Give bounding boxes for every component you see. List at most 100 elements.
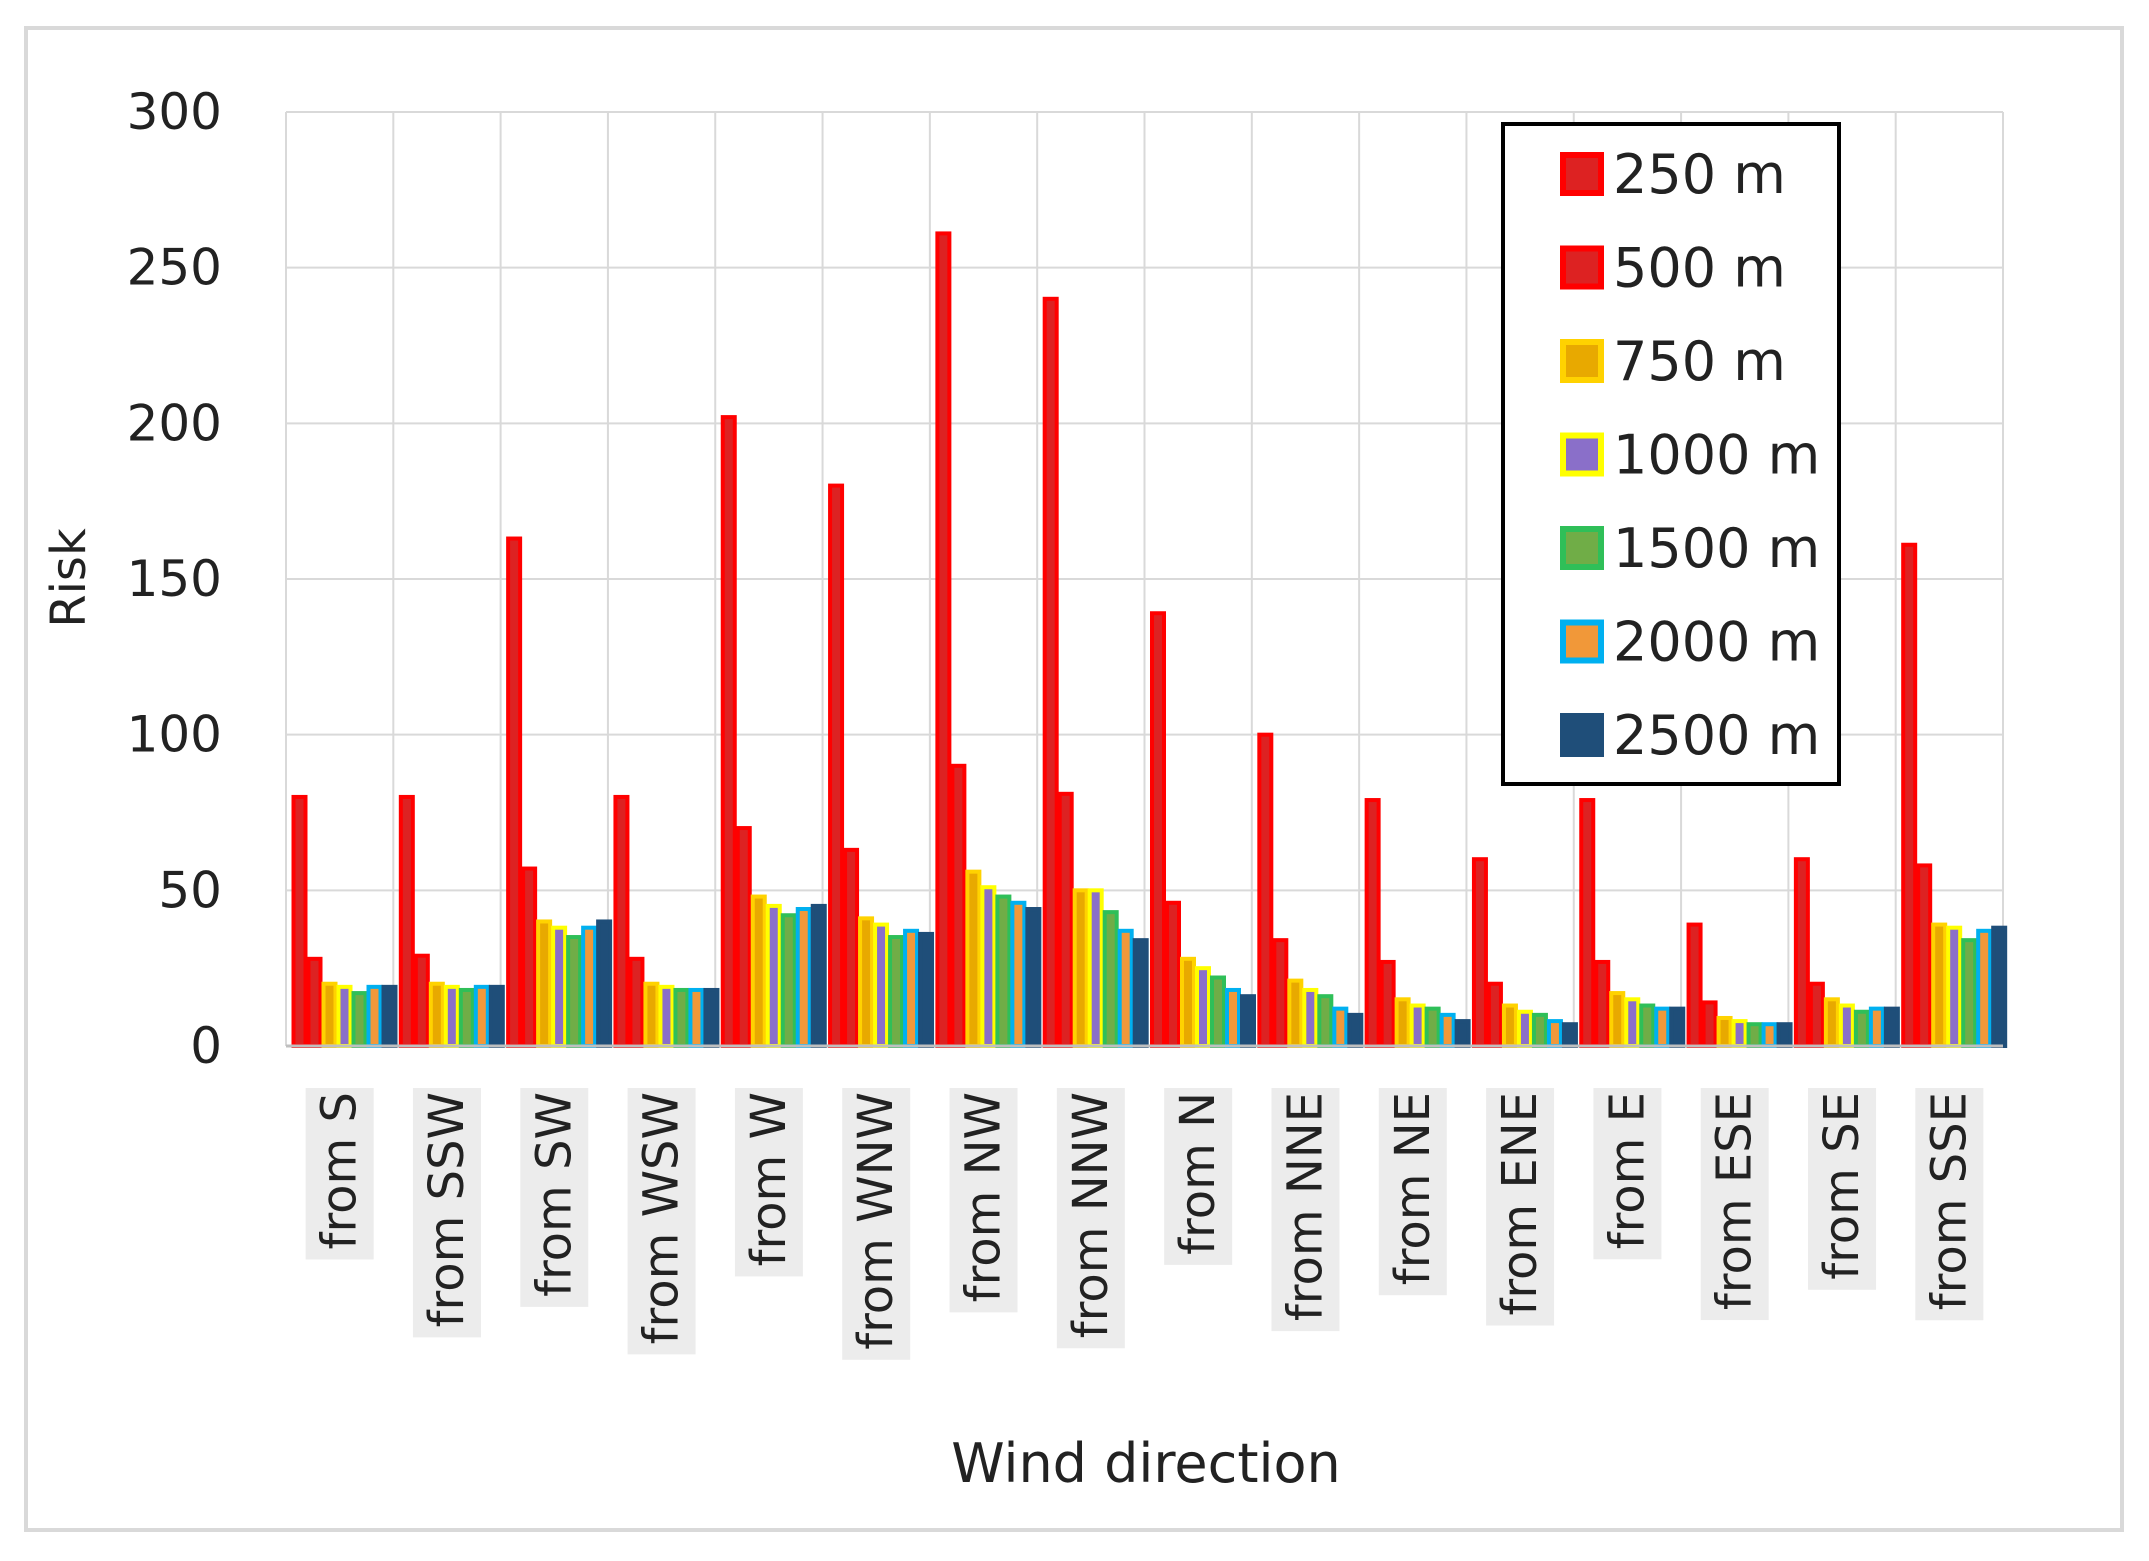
legend-label: 1000 m	[1613, 424, 1820, 487]
x-tick-label-background	[1915, 1088, 1984, 1321]
bar	[1701, 1000, 1718, 1048]
x-tick-label-background	[949, 1088, 1018, 1313]
bar	[1624, 997, 1641, 1048]
bar	[1808, 981, 1825, 1049]
bar	[1823, 997, 1840, 1048]
x-tick-label: from WNW	[848, 1092, 904, 1350]
x-tick-label-background	[1486, 1088, 1555, 1326]
bar	[1901, 542, 1918, 1049]
legend-label: 1500 m	[1613, 517, 1820, 580]
x-tick-label: from SE	[1814, 1092, 1870, 1280]
bar	[581, 925, 598, 1049]
bar	[688, 987, 705, 1049]
legend: 250 m 500 m 750 m 1000 m 1500 m 2000 m 2500 m	[1501, 122, 1841, 786]
bar	[596, 919, 613, 1049]
bar	[1531, 1012, 1548, 1048]
bar	[720, 415, 737, 1048]
bar	[1976, 928, 1993, 1048]
x-tick-label: from NW	[956, 1092, 1012, 1302]
x-tick-label-group: from ESE	[1700, 1088, 1769, 1321]
x-tick-label-background	[842, 1088, 911, 1360]
x-tick-label-group: from SE	[1808, 1088, 1877, 1290]
bar	[1486, 981, 1503, 1049]
bar	[1669, 1006, 1686, 1049]
bar	[428, 981, 445, 1049]
bar	[1057, 791, 1074, 1048]
x-tick-label: from NE	[1385, 1092, 1441, 1285]
bar	[291, 794, 308, 1049]
bar	[1931, 922, 1948, 1049]
bar	[473, 984, 490, 1049]
legend-swatch	[1560, 339, 1604, 383]
bar	[735, 826, 752, 1048]
x-tick-labels: from S from SSW from SW from WSW from W from …	[305, 1088, 1984, 1360]
bar	[1716, 1015, 1733, 1048]
bar	[810, 903, 827, 1049]
x-tick-label-group: from S	[305, 1088, 374, 1260]
x-tick-label: from E	[1599, 1092, 1655, 1249]
y-tick-label: 250	[127, 239, 222, 297]
bar	[1394, 997, 1411, 1048]
bar	[1961, 938, 1978, 1048]
bar	[1761, 1022, 1778, 1048]
bar	[1272, 938, 1289, 1048]
bar	[1946, 925, 1963, 1049]
x-tick-label-group: from W	[734, 1088, 803, 1277]
bar	[306, 956, 323, 1048]
x-tick-label: from N	[1170, 1092, 1226, 1255]
bar	[1868, 1006, 1885, 1049]
bar	[918, 931, 935, 1048]
bar	[1364, 798, 1381, 1049]
bar	[521, 866, 538, 1048]
bar	[1654, 1006, 1671, 1049]
bar	[1883, 1006, 1900, 1049]
bar	[536, 919, 553, 1049]
bar	[1991, 925, 2008, 1049]
x-tick-label-background	[1271, 1088, 1340, 1332]
bar	[413, 953, 430, 1048]
bar	[843, 847, 860, 1048]
x-axis-label: Wind direction	[951, 1432, 1341, 1495]
x-tick-label: from WSW	[634, 1092, 690, 1344]
x-tick-label-background	[627, 1088, 696, 1355]
bar	[1347, 1012, 1364, 1048]
legend-label: 750 m	[1613, 330, 1786, 393]
legend-label: 250 m	[1613, 143, 1786, 206]
x-tick-label-group: from E	[1593, 1088, 1662, 1260]
bar	[1257, 732, 1274, 1049]
bar	[366, 984, 383, 1049]
legend-label: 2500 m	[1613, 704, 1820, 767]
bar	[1042, 296, 1059, 1048]
x-tick-label: from ESE	[1707, 1092, 1763, 1310]
x-tick-label-background	[305, 1088, 374, 1260]
y-tick-label: 100	[127, 706, 222, 764]
x-tick-label: from W	[741, 1092, 797, 1266]
bar	[336, 984, 353, 1049]
bar	[828, 483, 845, 1049]
x-tick-label-background	[412, 1088, 481, 1338]
x-tick-label-background	[520, 1088, 589, 1307]
bar	[1150, 611, 1166, 1048]
bar	[1424, 1006, 1441, 1049]
y-axis-label: Risk	[41, 528, 97, 628]
x-tick-label-background	[734, 1088, 803, 1277]
x-tick-label-background	[1593, 1088, 1662, 1260]
legend-swatch	[1560, 245, 1604, 290]
bar	[903, 928, 920, 1048]
bar	[888, 935, 905, 1048]
bar	[1317, 994, 1334, 1048]
y-tick-label: 0	[190, 1017, 222, 1075]
bar	[658, 984, 675, 1049]
bar	[703, 987, 720, 1049]
bar	[673, 987, 690, 1049]
bar	[1180, 956, 1196, 1048]
bar	[398, 794, 415, 1049]
y-tick-label: 300	[127, 83, 222, 141]
bar	[965, 869, 982, 1048]
x-tick-label-group: from SSE	[1915, 1088, 1984, 1321]
bar	[1454, 1019, 1471, 1048]
bar	[1072, 888, 1089, 1048]
bar	[1776, 1022, 1793, 1048]
x-tick-label: from SSE	[1921, 1092, 1977, 1310]
